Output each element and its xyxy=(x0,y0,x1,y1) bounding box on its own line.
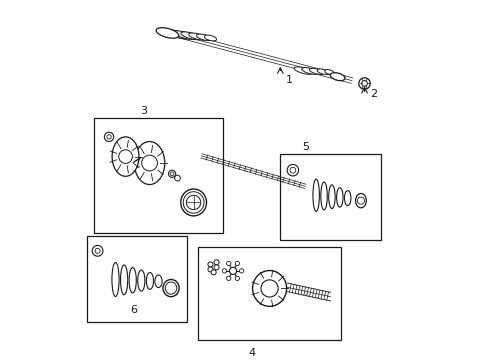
Ellipse shape xyxy=(129,267,136,293)
Circle shape xyxy=(142,155,157,171)
Text: 2: 2 xyxy=(369,89,376,99)
Circle shape xyxy=(357,197,364,204)
Text: 6: 6 xyxy=(130,305,137,315)
Circle shape xyxy=(168,170,175,177)
Circle shape xyxy=(229,267,236,274)
Circle shape xyxy=(92,246,103,256)
Circle shape xyxy=(289,167,295,173)
Ellipse shape xyxy=(320,182,326,210)
Text: 1: 1 xyxy=(285,75,292,85)
Ellipse shape xyxy=(328,185,334,208)
Ellipse shape xyxy=(173,31,196,39)
Circle shape xyxy=(361,81,366,86)
Circle shape xyxy=(95,248,100,253)
Ellipse shape xyxy=(312,179,319,211)
Ellipse shape xyxy=(330,73,345,81)
Text: 4: 4 xyxy=(247,347,255,357)
Ellipse shape xyxy=(181,32,201,40)
Circle shape xyxy=(226,276,230,280)
Circle shape xyxy=(207,267,213,272)
Ellipse shape xyxy=(120,265,127,295)
Circle shape xyxy=(170,172,174,176)
Ellipse shape xyxy=(146,273,153,289)
Text: 3: 3 xyxy=(141,106,147,116)
Circle shape xyxy=(174,175,180,181)
Ellipse shape xyxy=(196,34,211,40)
Ellipse shape xyxy=(112,262,119,297)
Ellipse shape xyxy=(134,141,164,185)
Circle shape xyxy=(222,269,226,273)
Circle shape xyxy=(226,261,230,266)
Bar xyxy=(198,247,341,341)
Circle shape xyxy=(235,261,239,266)
Circle shape xyxy=(107,135,111,139)
Ellipse shape xyxy=(355,193,366,208)
Circle shape xyxy=(235,276,239,280)
Circle shape xyxy=(286,165,298,176)
Ellipse shape xyxy=(163,279,179,297)
Circle shape xyxy=(186,195,201,210)
Ellipse shape xyxy=(309,68,323,75)
Text: 5: 5 xyxy=(301,142,308,152)
Ellipse shape xyxy=(336,188,343,207)
Ellipse shape xyxy=(301,68,318,75)
Circle shape xyxy=(211,270,216,275)
Ellipse shape xyxy=(188,33,206,40)
Ellipse shape xyxy=(181,189,206,216)
Ellipse shape xyxy=(165,282,177,294)
Ellipse shape xyxy=(316,69,328,75)
Bar xyxy=(94,118,223,233)
Bar xyxy=(87,237,187,323)
Ellipse shape xyxy=(324,69,333,75)
Circle shape xyxy=(239,269,244,273)
Circle shape xyxy=(104,132,114,141)
Ellipse shape xyxy=(183,192,203,213)
Ellipse shape xyxy=(293,67,312,74)
Ellipse shape xyxy=(204,35,216,41)
Circle shape xyxy=(358,78,369,89)
Circle shape xyxy=(214,265,219,270)
Ellipse shape xyxy=(344,191,350,206)
Bar xyxy=(280,154,380,240)
Ellipse shape xyxy=(165,30,191,39)
Circle shape xyxy=(214,260,219,265)
Circle shape xyxy=(119,150,132,163)
Ellipse shape xyxy=(155,275,162,288)
Circle shape xyxy=(261,280,278,297)
Ellipse shape xyxy=(252,270,286,306)
Ellipse shape xyxy=(138,270,144,291)
Circle shape xyxy=(207,262,213,267)
Ellipse shape xyxy=(112,137,139,176)
Ellipse shape xyxy=(156,28,179,38)
